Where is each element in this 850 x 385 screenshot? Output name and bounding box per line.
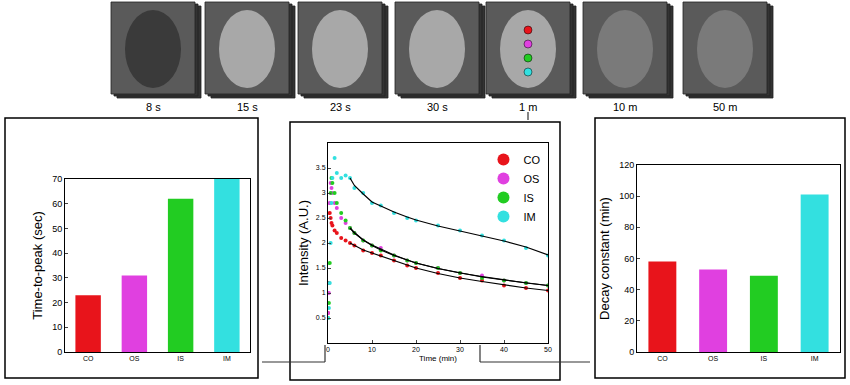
svg-text:23 s: 23 s [330, 101, 351, 113]
svg-text:1 m: 1 m [519, 101, 537, 113]
svg-text:30 s: 30 s [427, 101, 448, 113]
svg-text:0: 0 [629, 347, 634, 357]
svg-text:2: 2 [322, 239, 326, 246]
svg-text:40: 40 [500, 346, 508, 353]
svg-text:30: 30 [456, 346, 464, 353]
svg-text:Time-to-peak (sec): Time-to-peak (sec) [30, 211, 45, 320]
svg-text:Intensity (A.U.): Intensity (A.U.) [296, 200, 311, 286]
svg-text:60: 60 [624, 254, 634, 264]
svg-text:2.5: 2.5 [316, 214, 326, 221]
svg-text:OS: OS [523, 173, 539, 185]
svg-text:50 m: 50 m [713, 101, 737, 113]
svg-text:20: 20 [52, 298, 62, 308]
svg-text:20: 20 [412, 346, 420, 353]
svg-text:120: 120 [619, 160, 634, 170]
svg-text:Decay constant (min): Decay constant (min) [597, 197, 612, 320]
svg-text:30: 30 [52, 273, 62, 283]
svg-text:IM: IM [523, 211, 535, 223]
svg-text:80: 80 [624, 222, 634, 232]
svg-text:10 m: 10 m [613, 101, 637, 113]
svg-text:OS: OS [129, 355, 139, 362]
svg-text:60: 60 [52, 199, 62, 209]
svg-text:OS: OS [708, 355, 718, 362]
svg-text:CO: CO [657, 355, 668, 362]
svg-text:Time (min): Time (min) [419, 354, 457, 363]
svg-text:20: 20 [624, 316, 634, 326]
svg-text:3.5: 3.5 [316, 164, 326, 171]
svg-text:40: 40 [52, 248, 62, 258]
svg-text:IM: IM [811, 355, 819, 362]
svg-text:0.5: 0.5 [316, 314, 326, 321]
svg-text:10: 10 [368, 346, 376, 353]
svg-text:70: 70 [52, 174, 62, 184]
svg-text:100: 100 [619, 191, 634, 201]
svg-text:IS: IS [761, 355, 768, 362]
svg-text:3: 3 [322, 189, 326, 196]
svg-text:1.5: 1.5 [316, 264, 326, 271]
svg-text:15 s: 15 s [237, 101, 258, 113]
svg-text:IS: IS [177, 355, 184, 362]
svg-text:10: 10 [52, 322, 62, 332]
svg-text:40: 40 [624, 285, 634, 295]
svg-text:IS: IS [523, 192, 533, 204]
svg-text:0: 0 [57, 347, 62, 357]
svg-text:50: 50 [52, 224, 62, 234]
svg-text:8 s: 8 s [146, 101, 161, 113]
svg-text:IM: IM [223, 355, 231, 362]
svg-text:50: 50 [544, 346, 552, 353]
svg-text:CO: CO [523, 154, 540, 166]
svg-text:CO: CO [83, 355, 94, 362]
svg-text:0: 0 [326, 346, 330, 353]
svg-text:1: 1 [322, 289, 326, 296]
